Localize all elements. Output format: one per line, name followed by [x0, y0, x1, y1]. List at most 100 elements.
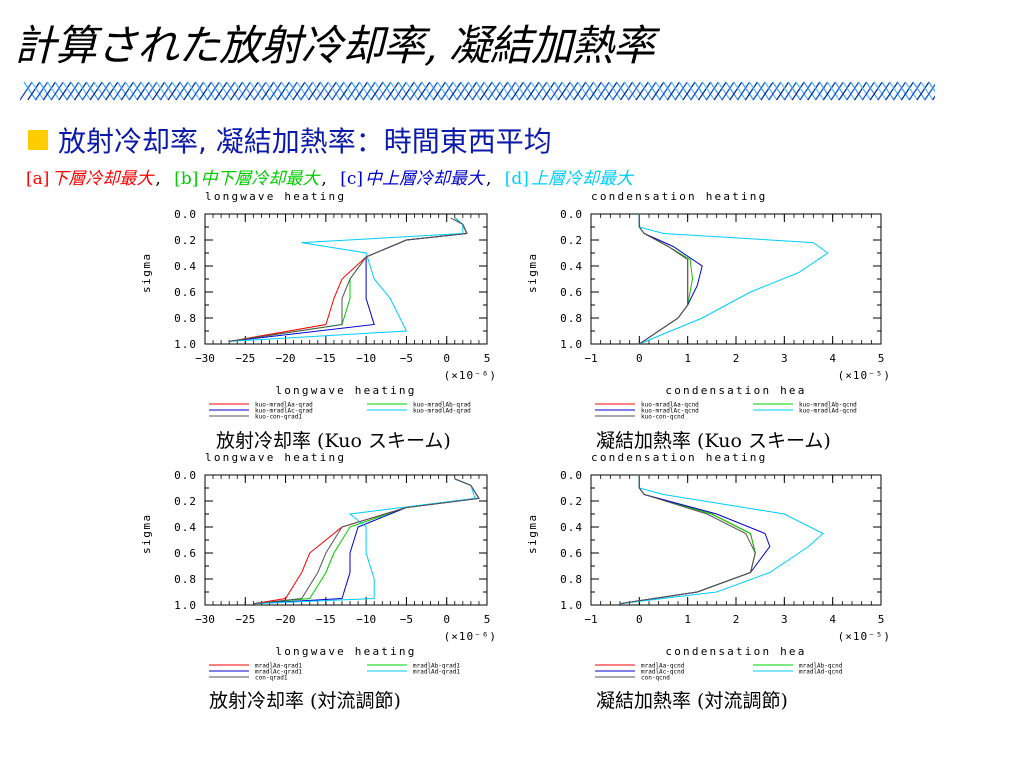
x-axis-title: longwave heating: [275, 384, 416, 397]
underline-stroke: [803, 81, 817, 101]
underline-stroke: [596, 81, 610, 101]
underline-stroke: [397, 81, 411, 101]
x-tick-label: −25: [235, 352, 255, 365]
x-tick-label: −20: [276, 352, 296, 365]
underline-stroke: [276, 81, 290, 101]
underline-stroke: [27, 81, 41, 101]
legend-entry: kuo-mradlAb-qcnd: [799, 402, 857, 409]
underline-stroke: [822, 81, 836, 101]
underline-stroke: [308, 81, 322, 101]
y-axis-label: sigma: [140, 252, 153, 293]
underline-stroke: [109, 81, 123, 101]
y-tick-label: 1.0: [174, 599, 197, 612]
underline-stroke: [585, 81, 598, 101]
underline-stroke: [561, 81, 575, 101]
caption-adjust-radiative: 放射冷却率 (対流調節): [209, 690, 401, 712]
underline-stroke: [261, 81, 275, 101]
legend-entry: con-qrad1: [255, 675, 288, 682]
x-tick-label: 5: [878, 352, 885, 365]
underline-stroke: [288, 81, 302, 101]
x-tick-label: 2: [733, 613, 740, 626]
underline-stroke: [148, 81, 162, 101]
underline-stroke: [374, 81, 388, 101]
underline-stroke: [479, 81, 493, 101]
legend-entry: mradlAb-qrad1: [413, 663, 460, 670]
underline-stroke: [413, 81, 427, 101]
x-tick-label: −25: [235, 613, 255, 626]
underline-stroke: [670, 81, 684, 101]
underline-stroke: [362, 81, 376, 101]
underline-stroke: [538, 81, 552, 101]
underline-stroke: [904, 81, 918, 101]
underline-stroke: [97, 81, 111, 101]
underline-stroke: [89, 81, 103, 101]
underline-stroke: [136, 81, 150, 101]
underline-stroke: [780, 81, 793, 101]
underline-stroke: [339, 81, 353, 101]
underline-stroke: [659, 81, 673, 101]
underline-stroke: [214, 81, 228, 101]
underline-stroke: [885, 81, 899, 101]
y-tick-label: 0.8: [174, 573, 197, 586]
underline-stroke: [296, 81, 310, 101]
series-line: [229, 217, 464, 342]
case-tag: [d]: [504, 169, 529, 189]
chart-title: condensation heating: [591, 190, 767, 203]
underline-stroke: [249, 81, 263, 101]
underline-stroke: [647, 81, 661, 101]
underline-stroke: [370, 81, 384, 101]
underline-stroke: [507, 81, 520, 101]
series-line: [253, 478, 476, 605]
y-tick-label: 0.6: [560, 286, 583, 299]
underline-stroke: [612, 81, 626, 101]
underline-stroke: [195, 81, 208, 101]
y-tick-label: 0.4: [560, 521, 583, 534]
underline-stroke: [179, 81, 193, 101]
legend-entry: kuo-mradlAd-qrad: [413, 408, 471, 415]
underline-stroke: [85, 81, 99, 101]
underline-stroke: [624, 81, 637, 101]
underline-stroke: [577, 81, 591, 101]
underline-stroke: [666, 81, 680, 101]
underline-stroke: [78, 81, 91, 101]
x-tick-label: 3: [781, 352, 788, 365]
y-tick-label: 0.4: [174, 260, 197, 273]
underline-stroke: [54, 81, 68, 101]
underline-stroke: [436, 81, 450, 101]
underline-stroke: [265, 81, 279, 101]
underline-stroke: [401, 81, 415, 101]
underline-stroke: [421, 81, 435, 101]
underline-stroke: [202, 81, 216, 101]
underline-stroke: [257, 81, 271, 101]
underline-stroke: [639, 81, 653, 101]
x-axis-title: condensation hea: [665, 384, 806, 397]
chart-title: condensation heating: [591, 451, 767, 464]
y-tick-label: 0.6: [174, 286, 197, 299]
underline-stroke: [312, 81, 325, 101]
underline-stroke: [273, 81, 286, 101]
underline-stroke: [390, 81, 403, 101]
x-exponent-label: (×10⁻⁵): [838, 369, 891, 382]
y-tick-label: 0.0: [174, 208, 197, 221]
legend-entry: mradlAd-qcnd: [799, 669, 843, 676]
underline-stroke: [514, 81, 528, 101]
underline-stroke: [405, 81, 419, 101]
underline-stroke: [588, 81, 602, 101]
underline-stroke: [826, 81, 840, 101]
underline-stroke: [495, 81, 509, 101]
legend-entry: mradlAc-qcnd: [641, 669, 685, 676]
chart-tl: longwave heatingsigma0.00.20.40.60.81.0−…: [140, 190, 496, 421]
underline-stroke: [292, 81, 306, 101]
underline-stroke: [900, 81, 914, 101]
underline-stroke: [678, 81, 692, 101]
underline-stroke: [799, 81, 813, 101]
underline-stroke: [393, 81, 407, 101]
underline-stroke: [132, 81, 146, 101]
underline-stroke: [315, 81, 329, 101]
underline-stroke: [791, 81, 805, 101]
underline-stroke: [343, 81, 357, 101]
underline-stroke: [331, 81, 345, 101]
x-tick-label: 0: [636, 352, 643, 365]
y-tick-label: 0.6: [560, 547, 583, 560]
